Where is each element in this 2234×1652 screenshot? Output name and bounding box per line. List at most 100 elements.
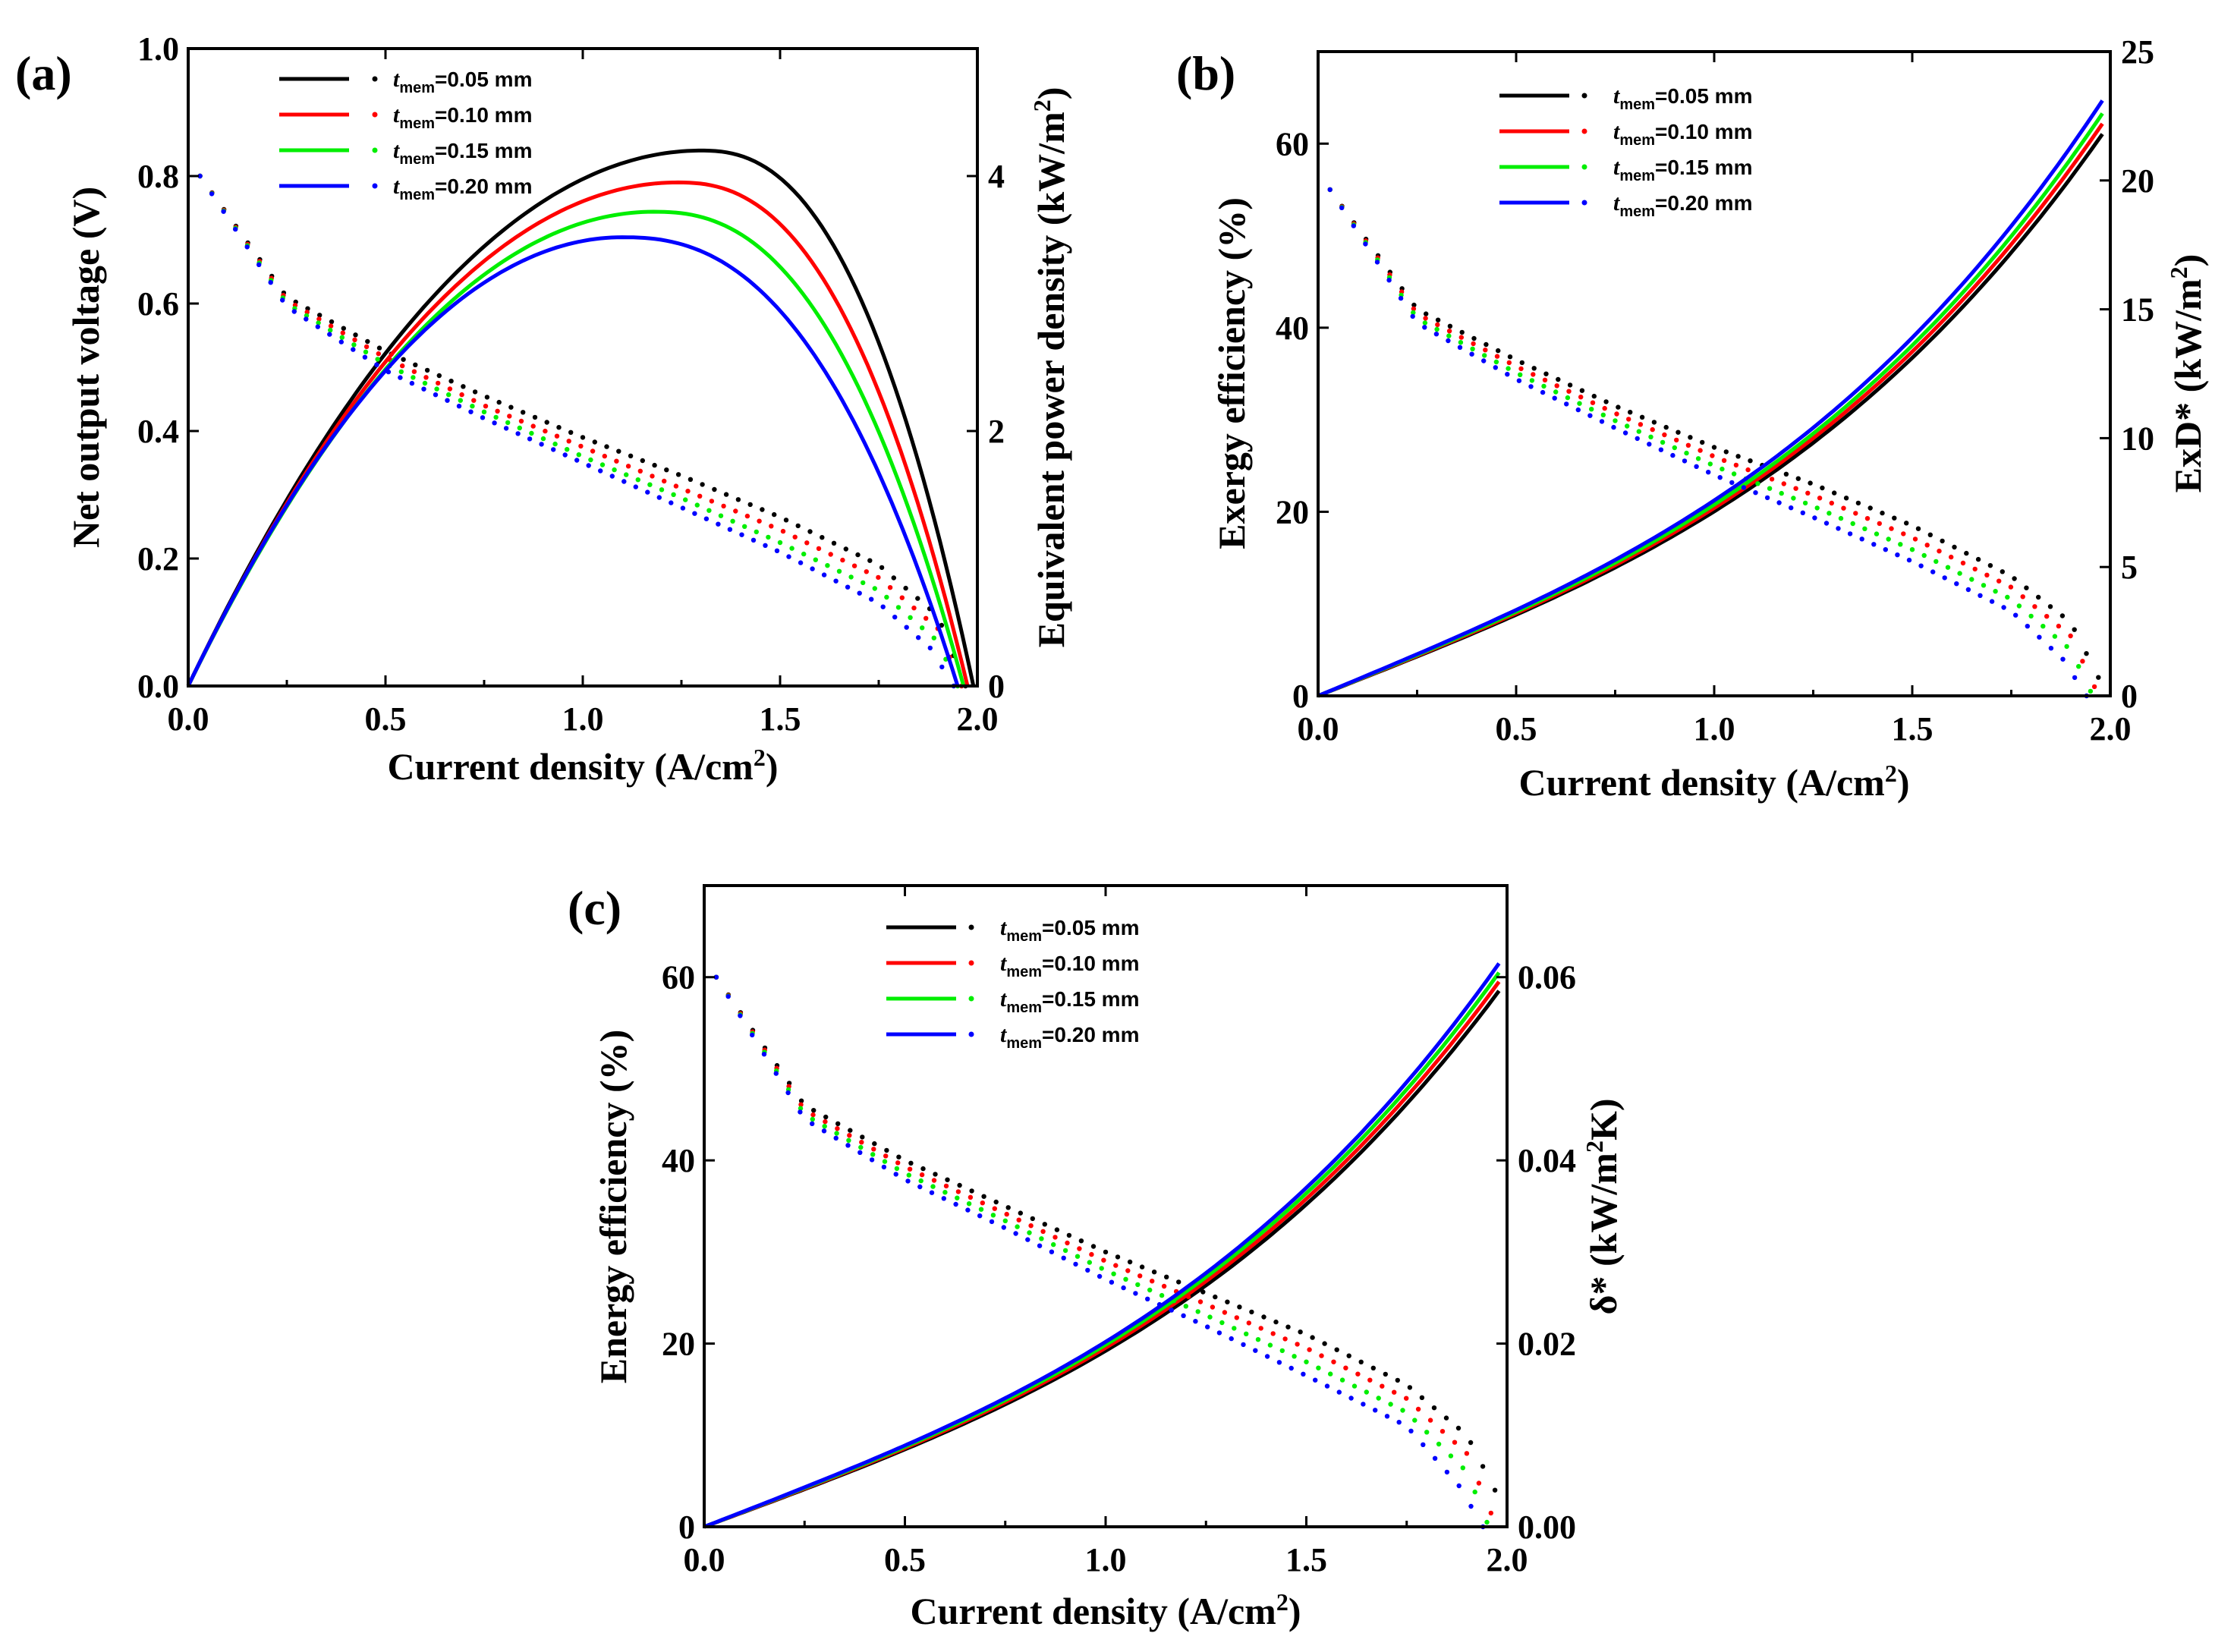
series-point (1115, 1254, 1121, 1260)
series-point (1493, 365, 1499, 370)
series-point (750, 537, 757, 543)
series-point (1975, 556, 1981, 562)
series-point (968, 1194, 974, 1200)
series-point (1150, 1279, 1155, 1284)
series-point (1424, 1430, 1430, 1435)
series-point (1791, 496, 1796, 501)
series-point (496, 399, 502, 405)
series-point (1954, 581, 1959, 587)
series-point (810, 1112, 816, 1118)
series-point (1483, 348, 1488, 353)
series-point (1396, 1420, 1402, 1425)
series-point (1808, 480, 1813, 486)
series-point (887, 585, 893, 590)
series-point (1421, 1442, 1426, 1448)
plot-layer-c (703, 962, 1501, 1530)
series-point (1018, 1210, 1024, 1216)
series-point (614, 458, 619, 464)
panel-label-c: (c) (568, 881, 621, 935)
panel-a: (a) 0.0 0.5 1.0 1.5 2.0 0.0 0.2 0.4 0.6 0.8 1.0 0… (15, 30, 1072, 788)
series-point (650, 474, 655, 479)
series-point (256, 262, 262, 267)
series-point (822, 1124, 827, 1129)
series-point (341, 326, 346, 331)
series-point (1205, 1324, 1210, 1329)
series-point (1446, 329, 1452, 334)
series-point (1358, 1359, 1364, 1365)
series-point (351, 342, 357, 348)
series-point (304, 316, 309, 322)
series-point (352, 337, 357, 342)
series-point (1395, 1377, 1401, 1383)
series-point (969, 1188, 974, 1194)
y-axis-title-a: Net output voltage (V) (65, 187, 107, 548)
series-point (1789, 505, 1794, 511)
series-curve-0 (186, 148, 976, 688)
series-point (835, 1121, 841, 1127)
series-point (864, 569, 870, 574)
series-point (1930, 569, 1936, 574)
legend-marker (968, 996, 974, 1002)
series-point (530, 423, 536, 429)
series-point (1253, 1348, 1258, 1353)
series-point (738, 1013, 743, 1018)
series-point (602, 453, 607, 459)
series-point (1200, 1289, 1206, 1295)
series-point (1229, 1336, 1234, 1342)
series-point (1779, 490, 1784, 496)
series-curve-2 (703, 971, 1501, 1529)
y-tick-label: 40 (662, 1142, 695, 1179)
series-point (1027, 1230, 1032, 1235)
series-point (1972, 566, 1978, 572)
series-point (1052, 1235, 1058, 1240)
series-point (1061, 1255, 1066, 1261)
series-point (529, 430, 534, 436)
series-point (1316, 1365, 1321, 1370)
series-point (652, 462, 657, 468)
series-point (1313, 1377, 1318, 1383)
series-point (566, 439, 571, 444)
legend-marker (372, 147, 378, 153)
series-point (2001, 605, 2006, 610)
series-point (1688, 435, 1693, 440)
series-point (1556, 376, 1561, 382)
series-point (891, 575, 897, 581)
series-point (727, 527, 733, 532)
series-point (929, 1190, 935, 1195)
series-point (1481, 358, 1487, 363)
legend-item-b-3: tmem=0.20 mm (1499, 190, 1752, 220)
series-point (1937, 549, 1942, 554)
x-tick-label: 2.0 (2090, 710, 2132, 747)
series-point (576, 452, 581, 458)
series-point (1841, 505, 1846, 511)
series-point (1600, 412, 1606, 417)
series-point (939, 622, 945, 628)
series-point (1862, 526, 1867, 531)
series-point (703, 516, 710, 521)
series-point (857, 1150, 863, 1156)
series-point (1410, 313, 1415, 319)
series-point (1698, 448, 1703, 453)
series-point (1374, 260, 1380, 265)
series-point (1741, 485, 1747, 490)
series-point (1484, 1519, 1490, 1525)
series-point (872, 586, 878, 591)
series-point (1927, 532, 1933, 537)
series-point (1109, 1279, 1115, 1285)
series-point (1339, 205, 1345, 210)
series-point (1648, 434, 1653, 439)
series-point (1448, 1453, 1454, 1458)
series-point (434, 386, 439, 392)
series-point (1650, 426, 1655, 433)
series-point (1978, 593, 1983, 598)
series-point (978, 1207, 984, 1212)
y-tick-label: 1.0 (137, 30, 179, 68)
legend-t: t (393, 67, 401, 92)
series-point (1066, 1232, 1072, 1238)
series-point (1635, 436, 1640, 442)
series-point (376, 345, 382, 351)
series-point (1164, 1274, 1169, 1280)
series-point (955, 1189, 961, 1194)
series-point (1587, 413, 1593, 418)
series-point (810, 1121, 815, 1127)
